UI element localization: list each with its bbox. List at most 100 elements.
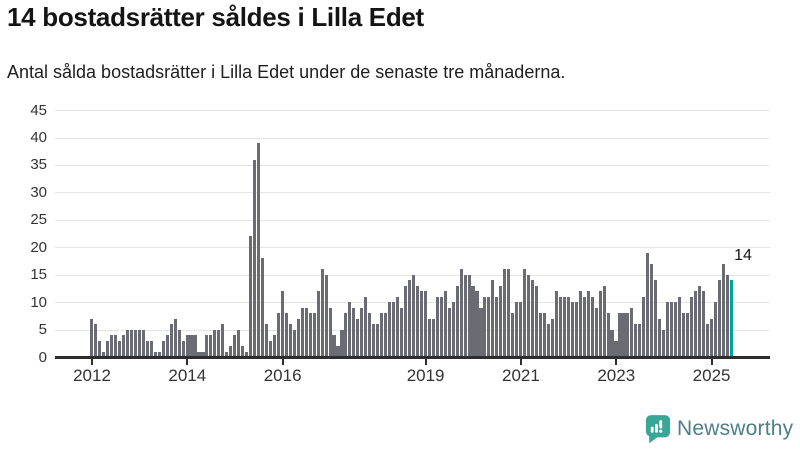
chart-subtitle: Antal sålda bostadsrätter i Lilla Edet u… — [7, 62, 566, 82]
bar — [121, 335, 126, 357]
bar — [149, 340, 153, 357]
bar — [598, 291, 602, 357]
bar — [153, 351, 157, 357]
bar — [173, 318, 177, 357]
bar — [495, 296, 499, 357]
chart-title: 14 bostadsrätter såldes i Lilla Edet — [7, 2, 424, 32]
gridline — [55, 164, 770, 166]
gridline — [55, 219, 770, 221]
bar — [276, 313, 280, 357]
bar — [316, 291, 320, 357]
bar — [471, 285, 475, 357]
bar — [491, 280, 495, 357]
bar — [562, 296, 566, 357]
bar — [614, 340, 618, 357]
bar — [467, 274, 471, 357]
bar — [511, 313, 515, 357]
x-tick — [519, 359, 522, 365]
bar — [618, 313, 622, 357]
bar — [114, 335, 118, 357]
bar — [693, 291, 697, 357]
bar — [519, 302, 523, 357]
bar — [662, 329, 666, 357]
gridline — [55, 192, 770, 194]
bar — [209, 335, 213, 357]
bar — [447, 307, 451, 357]
bar — [622, 313, 626, 357]
bar — [689, 296, 694, 357]
bar — [272, 335, 276, 357]
bar — [499, 285, 503, 357]
bar — [610, 329, 614, 357]
bar — [392, 302, 396, 357]
bar — [205, 335, 209, 357]
bar — [118, 340, 122, 357]
y-tick-label: 35 — [30, 156, 47, 174]
bar — [507, 269, 511, 357]
bar — [177, 329, 181, 357]
highlight-bar — [729, 280, 733, 357]
bar — [459, 269, 463, 357]
bar — [241, 346, 245, 357]
bar — [201, 351, 205, 357]
gridline — [55, 247, 770, 249]
bar — [332, 335, 336, 357]
bar — [439, 296, 443, 357]
bar — [535, 285, 539, 357]
bar — [483, 296, 487, 357]
bar — [670, 302, 674, 357]
bar — [531, 280, 535, 357]
newsworthy-logo: Newsworthy — [645, 413, 793, 444]
bar — [380, 313, 384, 357]
bar — [646, 252, 650, 357]
bar — [685, 313, 690, 357]
x-tick — [281, 359, 284, 365]
bar — [360, 307, 364, 357]
bar — [705, 324, 709, 357]
bar — [399, 307, 404, 357]
bar — [102, 351, 106, 357]
bar — [296, 318, 300, 357]
bar — [697, 285, 701, 357]
bar — [463, 274, 467, 357]
bar — [110, 335, 114, 357]
bar — [94, 324, 98, 357]
bar — [185, 335, 189, 357]
bar — [435, 296, 439, 357]
y-tick-label: 10 — [30, 293, 47, 311]
bar — [721, 263, 725, 357]
bar — [403, 285, 408, 357]
bar — [169, 324, 173, 357]
x-tick — [615, 359, 618, 365]
bar — [546, 324, 551, 357]
bar — [411, 274, 415, 357]
bar — [268, 340, 273, 357]
bar — [550, 318, 554, 357]
bar — [260, 258, 265, 357]
bar — [602, 285, 606, 357]
bar — [308, 313, 312, 357]
gridline — [55, 137, 770, 139]
bars-container — [90, 143, 733, 357]
bar — [284, 313, 288, 357]
bar — [717, 280, 721, 357]
bar — [253, 159, 257, 357]
bar — [542, 313, 547, 357]
bar — [233, 335, 237, 357]
bar — [348, 302, 352, 357]
x-tick-label: 2023 — [597, 366, 636, 385]
bar — [372, 324, 376, 357]
bar — [586, 291, 590, 357]
x-tick-label: 2012 — [73, 366, 111, 385]
bar — [225, 351, 229, 357]
bar — [415, 285, 419, 357]
bar — [455, 285, 459, 357]
bar — [197, 351, 201, 357]
x-tick-label: 2019 — [406, 366, 445, 385]
bar — [336, 346, 340, 357]
bar — [626, 313, 630, 357]
bar — [137, 329, 141, 357]
bar — [356, 318, 360, 357]
gridline — [55, 110, 770, 112]
bar — [407, 280, 412, 357]
